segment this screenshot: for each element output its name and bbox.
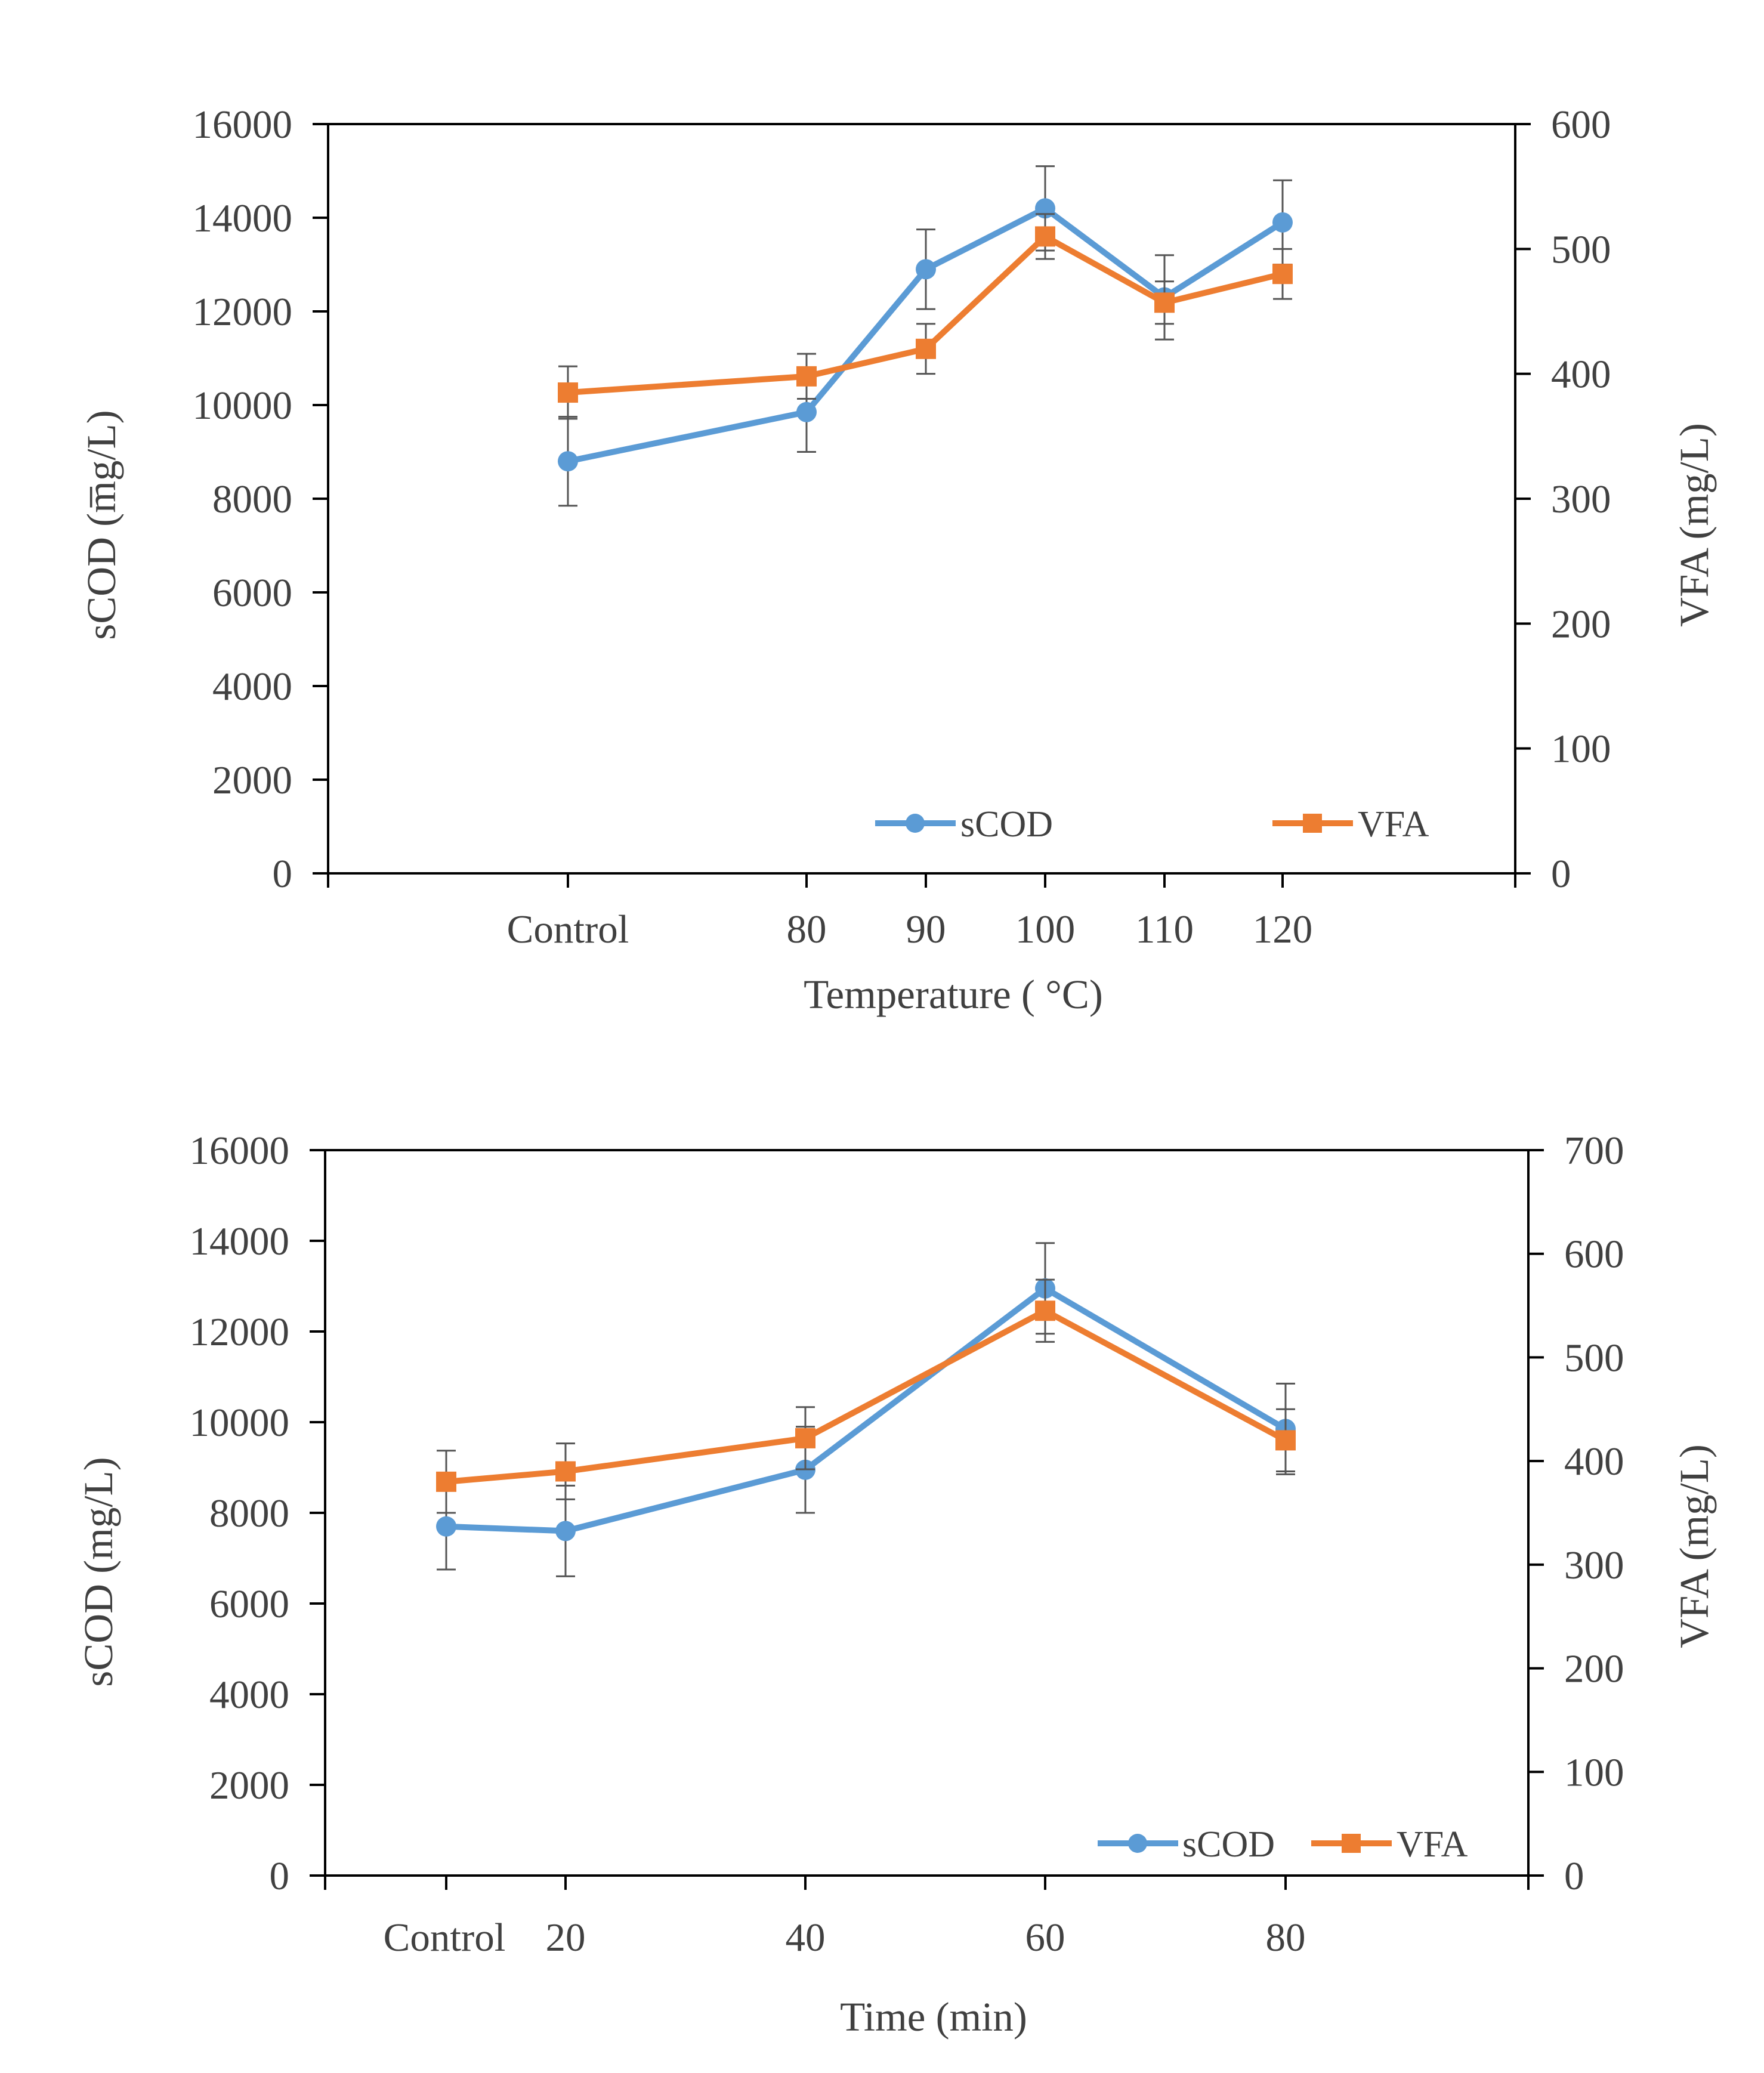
right-tick-label: 500 xyxy=(1551,227,1611,271)
right-axis-title: VFA (mg/L) xyxy=(1672,423,1717,627)
series-layer xyxy=(436,1242,1296,1577)
legend-item-scod: sCOD xyxy=(875,804,1053,845)
left-tick-label: 14000 xyxy=(190,1219,290,1263)
left-tick-label: 12000 xyxy=(190,1310,290,1354)
x-tick-label: Control xyxy=(507,907,629,951)
x-tick-label: 80 xyxy=(1266,1916,1306,1960)
right-tick-label: 500 xyxy=(1564,1336,1624,1380)
data-point-vfa xyxy=(555,1461,576,1482)
legend-marker-scod xyxy=(1128,1834,1147,1853)
left-tick-label: 12000 xyxy=(193,290,293,334)
data-point-vfa xyxy=(436,1471,456,1492)
data-point-scod xyxy=(916,259,936,280)
x-axis-ticks: Control 20 40 60 80 xyxy=(324,1876,1530,1960)
right-tick-label: 600 xyxy=(1551,103,1611,147)
data-point-vfa xyxy=(796,366,817,387)
legend: sCOD VFA xyxy=(1098,1824,1468,1865)
x-tick-label: Control xyxy=(384,1916,506,1960)
left-tick-label: 10000 xyxy=(193,384,293,428)
chart-time: 0 2000 4000 6000 8000 10000 12000 14000 16000 0 1… xyxy=(76,1129,1717,2040)
legend-item-vfa: VFA xyxy=(1311,1824,1468,1865)
left-tick-label: 14000 xyxy=(193,196,293,240)
legend-marker-vfa xyxy=(1342,1834,1361,1853)
left-tick-label: 0 xyxy=(270,1854,290,1898)
x-tick-label: 60 xyxy=(1025,1916,1065,1960)
series-line-vfa xyxy=(446,1308,1287,1485)
legend-label-vfa: VFA xyxy=(1397,1824,1468,1865)
left-tick-label: 16000 xyxy=(190,1129,290,1173)
x-axis-ticks: Control 80 90 100 110 120 xyxy=(327,873,1516,951)
data-point-vfa xyxy=(1272,264,1293,285)
left-tick-label: 8000 xyxy=(209,1491,289,1536)
left-tick-label: 16000 xyxy=(193,103,293,147)
data-point-vfa xyxy=(795,1428,815,1448)
right-tick-label: 400 xyxy=(1551,353,1611,397)
right-tick-label: 300 xyxy=(1564,1543,1624,1587)
left-tick-label: 0 xyxy=(273,852,293,896)
data-point-vfa xyxy=(1154,292,1175,313)
left-tick-label: 8000 xyxy=(212,477,292,521)
left-axis-ticks: 0 2000 4000 6000 8000 10000 12000 14000 16000 xyxy=(193,103,328,896)
x-tick-label: 40 xyxy=(786,1916,826,1960)
data-point-vfa xyxy=(1035,1300,1055,1321)
right-axis-ticks: 0 100 200 300 400 500 600 xyxy=(1515,103,1611,896)
right-axis-title: VFA (mg/L) xyxy=(1672,1444,1717,1648)
left-tick-label: 10000 xyxy=(190,1401,290,1445)
right-tick-label: 0 xyxy=(1551,852,1571,896)
data-point-vfa xyxy=(1275,1430,1296,1451)
series-line-scod xyxy=(446,1285,1287,1534)
x-tick-label: 90 xyxy=(906,907,946,951)
data-point-scod xyxy=(436,1516,456,1537)
right-tick-label: 300 xyxy=(1551,477,1611,521)
legend-item-scod: sCOD xyxy=(1098,1824,1275,1865)
data-point-scod xyxy=(796,401,817,422)
legend-label-scod: sCOD xyxy=(960,804,1053,845)
series-layer xyxy=(558,165,1293,507)
x-axis-title: Temperature ( °C) xyxy=(804,972,1103,1017)
right-tick-label: 700 xyxy=(1564,1129,1624,1173)
legend-label-scod: sCOD xyxy=(1182,1824,1275,1865)
x-tick-label: 80 xyxy=(787,907,827,951)
data-point-vfa xyxy=(916,338,936,359)
right-tick-label: 100 xyxy=(1564,1750,1624,1794)
left-tick-label: 6000 xyxy=(209,1582,289,1626)
legend-label-vfa: VFA xyxy=(1358,804,1429,845)
x-tick-label: 110 xyxy=(1135,907,1194,951)
left-axis-title: sCOD (m̅g/L) xyxy=(79,410,124,639)
left-axis-title: sCOD (mg/L) xyxy=(76,1457,121,1686)
left-tick-label: 4000 xyxy=(209,1673,289,1717)
right-tick-label: 200 xyxy=(1551,602,1611,646)
left-tick-label: 6000 xyxy=(212,571,292,615)
right-tick-label: 400 xyxy=(1564,1439,1624,1484)
legend-marker-scod xyxy=(906,814,925,833)
data-point-scod xyxy=(555,1521,576,1541)
data-point-vfa xyxy=(558,382,578,403)
legend-item-vfa: VFA xyxy=(1272,804,1429,845)
chart-temperature: 0 2000 4000 6000 8000 10000 12000 14000 16000 0 1… xyxy=(79,103,1717,1017)
x-tick-label: 20 xyxy=(546,1916,586,1960)
x-tick-label: 120 xyxy=(1253,907,1313,951)
right-axis-ticks: 0 100 200 300 400 500 600 700 xyxy=(1528,1129,1624,1898)
data-point-scod xyxy=(558,451,578,472)
data-point-vfa xyxy=(1035,226,1055,247)
legend-marker-vfa xyxy=(1303,814,1322,833)
left-tick-label: 2000 xyxy=(209,1763,289,1808)
plot-frame xyxy=(324,1149,1530,1877)
x-tick-label: 100 xyxy=(1015,907,1076,951)
legend: sCOD VFA xyxy=(875,804,1429,845)
series-line-vfa xyxy=(567,233,1284,396)
series-line-scod xyxy=(567,205,1284,465)
left-axis-ticks: 0 2000 4000 6000 8000 10000 12000 14000 16000 xyxy=(190,1129,325,1898)
left-tick-label: 2000 xyxy=(212,758,292,802)
x-axis-title: Time (min) xyxy=(840,1994,1027,2040)
plot-frame xyxy=(327,123,1516,875)
right-tick-label: 0 xyxy=(1564,1854,1584,1898)
right-tick-label: 200 xyxy=(1564,1647,1624,1691)
left-tick-label: 4000 xyxy=(212,665,292,709)
data-point-scod xyxy=(1272,212,1293,233)
right-tick-label: 100 xyxy=(1551,727,1611,771)
right-tick-label: 600 xyxy=(1564,1232,1624,1277)
